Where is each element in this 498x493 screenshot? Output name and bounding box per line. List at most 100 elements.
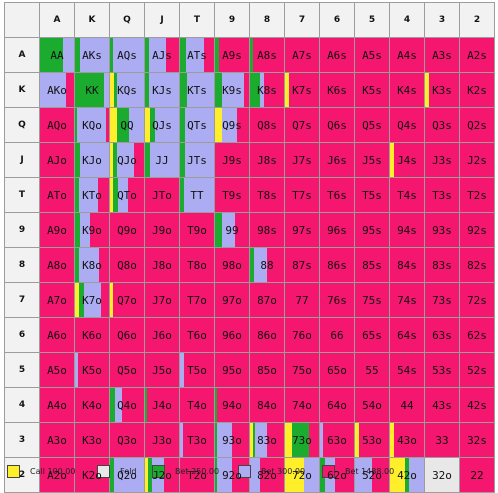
hand-cell-J4o[interactable]: J4o [144,387,180,423]
hand-cell-K9o[interactable]: K9o [74,212,110,248]
hand-cell-KJs[interactable]: KJs [144,72,180,108]
hand-cell-A8s[interactable]: A8s [249,37,285,73]
hand-cell-42o[interactable]: 42o [389,457,425,493]
hand-cell-K2o[interactable]: K2o [74,457,110,493]
hand-cell-33[interactable]: 33 [424,422,460,458]
hand-cell-K6s[interactable]: K6s [319,72,355,108]
hand-cell-63s[interactable]: 63s [424,317,460,353]
hand-cell-T4s[interactable]: T4s [389,177,425,213]
hand-cell-J8o[interactable]: J8o [144,247,180,283]
hand-cell-A5o[interactable]: A5o [39,352,75,388]
hand-cell-AJo[interactable]: AJo [39,142,75,178]
hand-cell-97s[interactable]: 97s [284,212,320,248]
hand-cell-Q5s[interactable]: Q5s [354,107,390,143]
hand-cell-ATs[interactable]: ATs [179,37,215,73]
hand-cell-84s[interactable]: 84s [389,247,425,283]
hand-cell-K4s[interactable]: K4s [389,72,425,108]
hand-cell-AJs[interactable]: AJs [144,37,180,73]
hand-cell-62s[interactable]: 62s [459,317,495,353]
hand-cell-K8s[interactable]: K8s [249,72,285,108]
hand-cell-A6o[interactable]: A6o [39,317,75,353]
hand-cell-76s[interactable]: 76s [319,282,355,318]
hand-cell-J6s[interactable]: J6s [319,142,355,178]
hand-cell-AQs[interactable]: AQs [109,37,145,73]
hand-cell-KK[interactable]: KK [74,72,110,108]
hand-cell-K5o[interactable]: K5o [74,352,110,388]
hand-cell-62o[interactable]: 62o [319,457,355,493]
hand-cell-JJ[interactable]: JJ [144,142,180,178]
hand-cell-75o[interactable]: 75o [284,352,320,388]
hand-cell-A2s[interactable]: A2s [459,37,495,73]
hand-cell-96o[interactable]: 96o [214,317,250,353]
hand-cell-Q9o[interactable]: Q9o [109,212,145,248]
hand-cell-54o[interactable]: 54o [354,387,390,423]
hand-cell-J2s[interactable]: J2s [459,142,495,178]
hand-cell-85s[interactable]: 85s [354,247,390,283]
hand-cell-Q6s[interactable]: Q6s [319,107,355,143]
hand-cell-95s[interactable]: 95s [354,212,390,248]
hand-cell-JTs[interactable]: JTs [179,142,215,178]
hand-cell-87o[interactable]: 87o [249,282,285,318]
hand-cell-QTo[interactable]: QTo [109,177,145,213]
hand-cell-AQo[interactable]: AQo [39,107,75,143]
hand-cell-T7s[interactable]: T7s [284,177,320,213]
hand-cell-J7o[interactable]: J7o [144,282,180,318]
hand-cell-Q8o[interactable]: Q8o [109,247,145,283]
hand-cell-82s[interactable]: 82s [459,247,495,283]
hand-cell-88[interactable]: 88 [249,247,285,283]
hand-cell-T7o[interactable]: T7o [179,282,215,318]
hand-cell-A9o[interactable]: A9o [39,212,75,248]
hand-cell-T5s[interactable]: T5s [354,177,390,213]
hand-cell-J2o[interactable]: J2o [144,457,180,493]
hand-cell-76o[interactable]: 76o [284,317,320,353]
hand-cell-QTs[interactable]: QTs [179,107,215,143]
hand-cell-J9s[interactable]: J9s [214,142,250,178]
hand-cell-A3s[interactable]: A3s [424,37,460,73]
hand-cell-T6s[interactable]: T6s [319,177,355,213]
hand-cell-K8o[interactable]: K8o [74,247,110,283]
hand-cell-T4o[interactable]: T4o [179,387,215,423]
hand-cell-75s[interactable]: 75s [354,282,390,318]
hand-cell-42s[interactable]: 42s [459,387,495,423]
hand-cell-99[interactable]: 99 [214,212,250,248]
hand-cell-82o[interactable]: 82o [249,457,285,493]
hand-cell-65o[interactable]: 65o [319,352,355,388]
hand-cell-63o[interactable]: 63o [319,422,355,458]
hand-cell-Q2o[interactable]: Q2o [109,457,145,493]
hand-cell-Q8s[interactable]: Q8s [249,107,285,143]
hand-cell-KTo[interactable]: KTo [74,177,110,213]
hand-cell-Q6o[interactable]: Q6o [109,317,145,353]
hand-cell-Q9s[interactable]: Q9s [214,107,250,143]
hand-cell-98s[interactable]: 98s [249,212,285,248]
hand-cell-95o[interactable]: 95o [214,352,250,388]
hand-cell-74o[interactable]: 74o [284,387,320,423]
hand-cell-96s[interactable]: 96s [319,212,355,248]
hand-cell-K3s[interactable]: K3s [424,72,460,108]
hand-cell-T2s[interactable]: T2s [459,177,495,213]
hand-cell-T8o[interactable]: T8o [179,247,215,283]
hand-cell-98o[interactable]: 98o [214,247,250,283]
hand-cell-52s[interactable]: 52s [459,352,495,388]
hand-cell-Q7o[interactable]: Q7o [109,282,145,318]
hand-cell-94o[interactable]: 94o [214,387,250,423]
hand-cell-QJs[interactable]: QJs [144,107,180,143]
hand-cell-Q4o[interactable]: Q4o [109,387,145,423]
hand-cell-65s[interactable]: 65s [354,317,390,353]
hand-cell-K7o[interactable]: K7o [74,282,110,318]
hand-cell-86s[interactable]: 86s [319,247,355,283]
hand-cell-KTs[interactable]: KTs [179,72,215,108]
hand-cell-44[interactable]: 44 [389,387,425,423]
hand-cell-A4o[interactable]: A4o [39,387,75,423]
hand-cell-T8s[interactable]: T8s [249,177,285,213]
hand-cell-A7s[interactable]: A7s [284,37,320,73]
hand-cell-J3s[interactable]: J3s [424,142,460,178]
hand-cell-T3s[interactable]: T3s [424,177,460,213]
hand-cell-A5s[interactable]: A5s [354,37,390,73]
hand-cell-32s[interactable]: 32s [459,422,495,458]
hand-cell-K3o[interactable]: K3o [74,422,110,458]
hand-cell-93s[interactable]: 93s [424,212,460,248]
hand-cell-AA[interactable]: AA [39,37,75,73]
hand-cell-83s[interactable]: 83s [424,247,460,283]
hand-cell-Q5o[interactable]: Q5o [109,352,145,388]
hand-cell-A6s[interactable]: A6s [319,37,355,73]
